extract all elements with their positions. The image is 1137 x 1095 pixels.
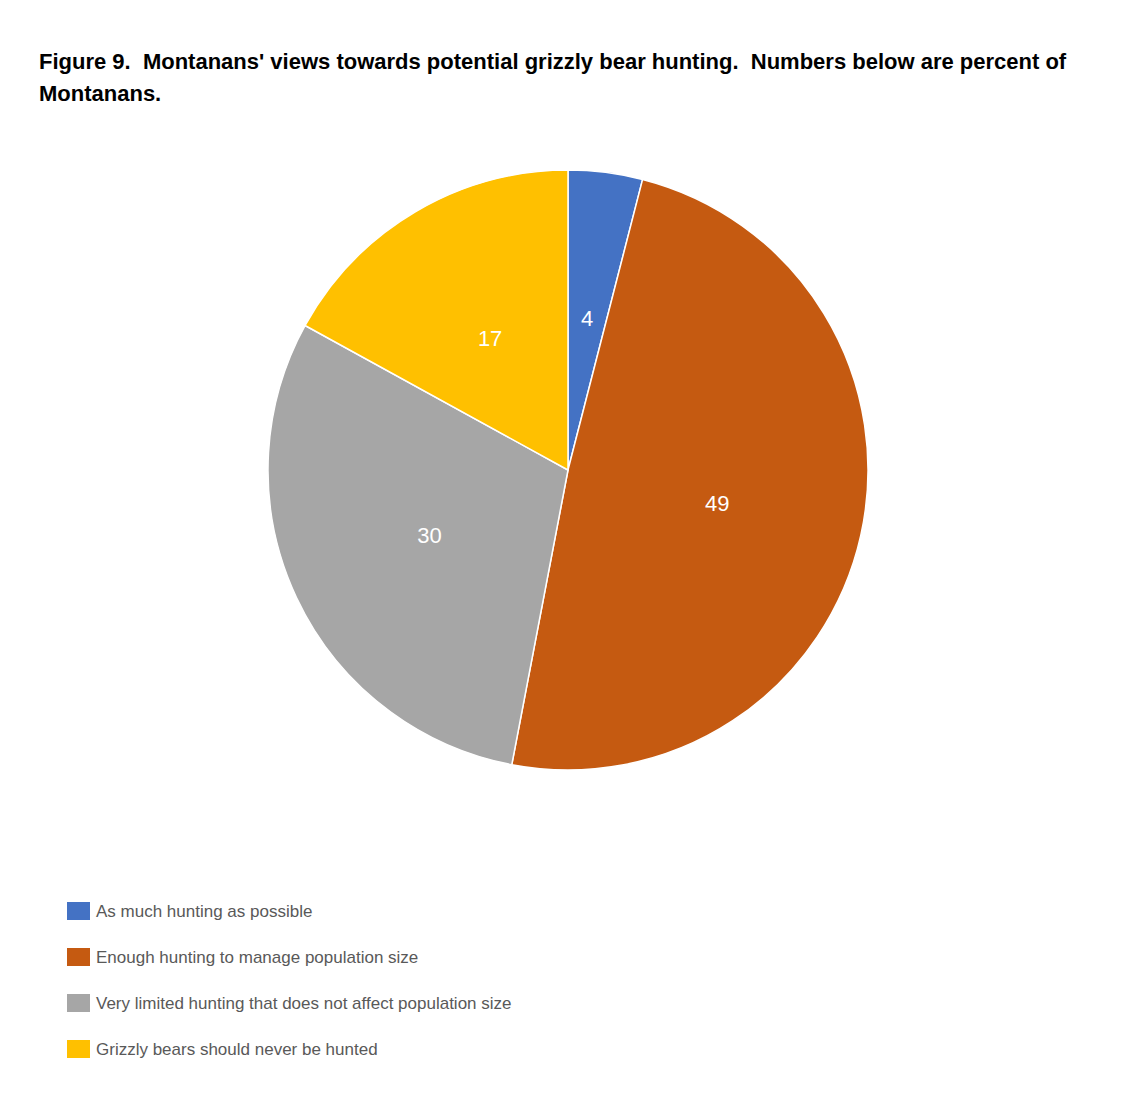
svg-text:17: 17: [478, 326, 502, 351]
svg-text:Very limited hunting that does: Very limited hunting that does not affec…: [96, 994, 512, 1013]
svg-text:30: 30: [417, 523, 441, 548]
svg-text:As much hunting as possible: As much hunting as possible: [96, 902, 312, 921]
svg-text:4: 4: [581, 306, 593, 331]
svg-text:49: 49: [705, 491, 729, 516]
svg-text:Figure 9. Montanans' views to: Figure 9. Montanans' views towards poten…: [39, 49, 1072, 74]
svg-text:Montanans.: Montanans.: [39, 81, 161, 106]
svg-text:Grizzly bears should never be: Grizzly bears should never be hunted: [96, 1040, 378, 1059]
svg-text:Enough hunting to manage popul: Enough hunting to manage population size: [96, 948, 418, 967]
